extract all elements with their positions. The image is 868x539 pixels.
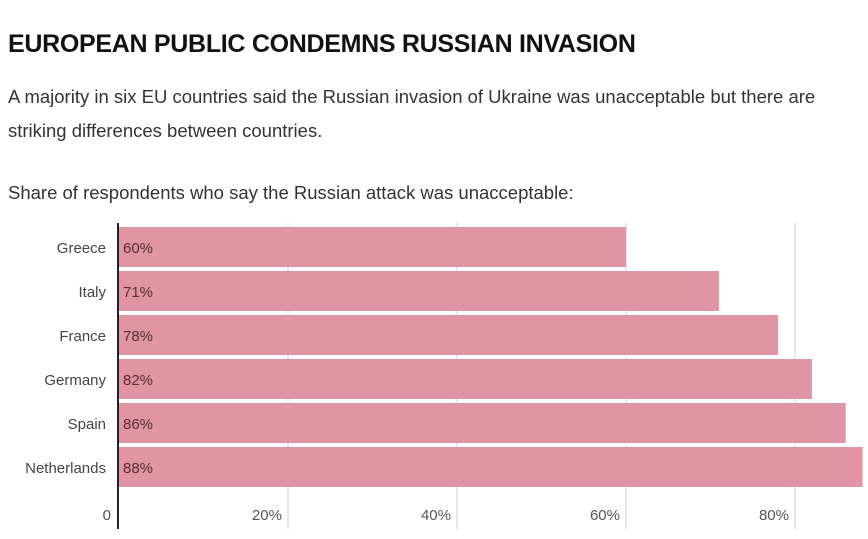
category-label: France <box>59 328 106 345</box>
category-label: Spain <box>68 416 106 433</box>
bar-spain <box>119 403 846 443</box>
bar-netherlands <box>119 447 863 487</box>
bar-france <box>119 315 779 355</box>
chart-title: EUROPEAN PUBLIC CONDEMNS RUSSIAN INVASIO… <box>8 30 636 58</box>
x-tick-label: 40% <box>421 507 451 524</box>
value-label: 78% <box>123 328 153 345</box>
value-label: 71% <box>123 284 153 301</box>
labels: Greece 60% Italy 71% France 78% Germany 82% Spai… <box>25 240 153 477</box>
bar-germany <box>119 359 812 399</box>
category-label: Netherlands <box>25 460 106 477</box>
chart-question-label: Share of respondents who say the Russian… <box>8 182 574 203</box>
bar-italy <box>119 271 719 311</box>
chart-subtitle: A majority in six EU countries said the … <box>8 86 816 141</box>
bars <box>119 227 863 487</box>
value-label: 60% <box>123 240 153 257</box>
category-label: Greece <box>57 240 106 257</box>
x-tick-label: 80% <box>759 507 789 524</box>
x-tick-label: 0 <box>103 507 111 524</box>
x-axis-ticks: 0 20% 40% 60% 80% <box>103 507 789 524</box>
bar-greece <box>119 227 626 267</box>
category-label: Italy <box>78 284 106 301</box>
value-label: 82% <box>123 372 153 389</box>
x-tick-label: 20% <box>252 507 282 524</box>
x-tick-label: 60% <box>590 507 620 524</box>
category-label: Germany <box>44 372 106 389</box>
value-label: 86% <box>123 416 153 433</box>
value-label: 88% <box>123 460 153 477</box>
